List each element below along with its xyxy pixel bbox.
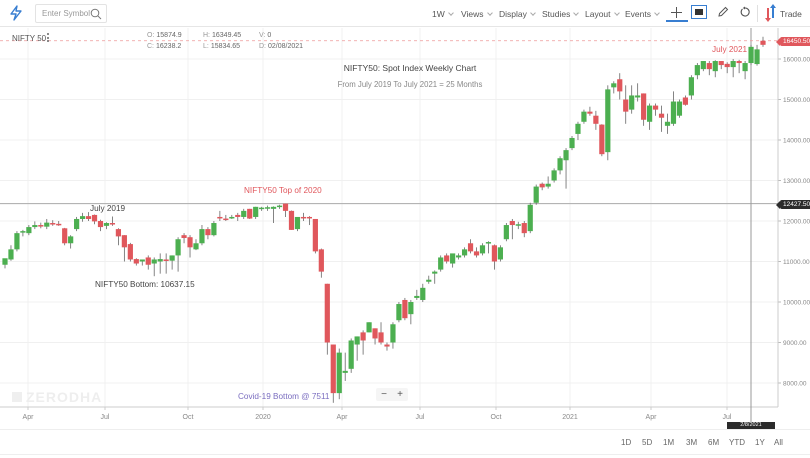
chevron-down-icon	[654, 10, 660, 16]
search-placeholder: Enter Symbol	[42, 9, 91, 18]
menu-label: Views	[461, 9, 484, 19]
chart-title: NIFTY50: Spot Index Weekly Chart	[343, 63, 477, 73]
display-menu[interactable]: Display	[499, 9, 536, 19]
zoom-out-button[interactable]: −	[381, 389, 387, 400]
lightning-logo-icon[interactable]	[8, 5, 24, 21]
top-toolbar: Enter Symbol 1W Views Display Studies La…	[0, 0, 810, 27]
views-menu[interactable]: Views	[461, 9, 493, 19]
annotation-covid-bottom: Covid-19 Bottom @ 7511	[238, 392, 330, 401]
last-price-badge: 16450.50	[775, 37, 810, 46]
ohlc-date: D: 02/08/2021	[259, 43, 304, 50]
annotation-bottom: NIFTY50 Bottom: 10637.15	[95, 280, 195, 289]
candlestick-chart[interactable]: 8000.00 9000.00 10000.00 11000.00 12000.00 13…	[0, 28, 810, 428]
menu-label: Events	[625, 9, 651, 19]
reset-icon[interactable]	[739, 6, 751, 18]
menu-label: Studies	[542, 9, 571, 19]
ohlc-low: L: 15834.65	[203, 43, 241, 50]
crosshair-icon[interactable]	[666, 4, 688, 22]
menu-label: Layout	[585, 9, 611, 19]
trade-button[interactable]: Trade	[780, 9, 802, 19]
svg-text:Oct: Oct	[183, 414, 194, 421]
symbol-options-icon[interactable]	[47, 33, 50, 42]
chevron-down-icon	[530, 10, 536, 16]
range-1m[interactable]: 1M	[663, 438, 675, 447]
svg-text:8000.00: 8000.00	[783, 381, 807, 388]
zerodha-watermark: ZERODHA	[12, 389, 102, 405]
menu-label: Display	[499, 9, 527, 19]
annotation-top-2020: NIFTY50 Top of 2020	[244, 186, 322, 195]
svg-text:16000.00: 16000.00	[783, 57, 810, 64]
svg-text:13000.00: 13000.00	[783, 178, 810, 185]
ohlc-volume: V: 0	[259, 32, 272, 39]
crosshair-date-badge: 2/8/2021	[727, 422, 775, 429]
svg-text:10000.00: 10000.00	[783, 300, 810, 307]
search-icon[interactable]	[90, 8, 102, 20]
svg-text:2020: 2020	[255, 414, 271, 421]
range-5d[interactable]: 5D	[642, 438, 653, 447]
layout-menu[interactable]: Layout	[585, 9, 620, 19]
svg-text:Oct: Oct	[491, 414, 502, 421]
range-selector-bar: 1D 5D 1M 3M 6M YTD 1Y All	[0, 429, 810, 455]
interval-menu-1w[interactable]: 1W	[432, 9, 454, 19]
crosshair-price-badge: 12427.50	[775, 200, 810, 209]
svg-text:Apr: Apr	[646, 414, 658, 421]
zoom-controls: − +	[376, 388, 408, 401]
studies-menu[interactable]: Studies	[542, 9, 580, 19]
toolbar-divider	[757, 5, 758, 22]
range-3m[interactable]: 3M	[686, 438, 698, 447]
chevron-down-icon	[486, 10, 493, 16]
range-all[interactable]: All	[774, 438, 783, 447]
trade-arrows-icon[interactable]	[764, 4, 776, 22]
range-1d[interactable]: 1D	[621, 438, 632, 447]
chevron-down-icon	[613, 10, 620, 16]
svg-text:Apr: Apr	[337, 414, 349, 421]
svg-text:Apr: Apr	[23, 414, 35, 421]
range-6m[interactable]: 6M	[708, 438, 720, 447]
svg-text:14000.00: 14000.00	[783, 138, 810, 145]
zerodha-logo-icon	[12, 392, 22, 402]
ohlc-open: O: 15874.9	[147, 32, 182, 39]
ohlc-high: H: 16349.45	[203, 32, 242, 39]
zoom-in-button[interactable]: +	[397, 389, 403, 400]
annotation-july-2021: July 2021	[712, 45, 748, 54]
chevron-down-icon	[447, 10, 454, 16]
symbol-label: NIFTY 50	[12, 34, 47, 43]
tooltip-icon[interactable]	[691, 5, 707, 19]
svg-text:2021: 2021	[562, 414, 578, 421]
svg-text:Jul: Jul	[416, 414, 425, 421]
pencil-icon[interactable]	[717, 6, 729, 18]
chart-subtitle: From July 2019 To July 2021 = 25 Months	[337, 80, 483, 89]
svg-text:Jul: Jul	[723, 414, 732, 421]
menu-label: 1W	[432, 9, 445, 19]
svg-text:12000.00: 12000.00	[783, 219, 810, 226]
svg-text:9000.00: 9000.00	[783, 340, 807, 347]
symbol-search-input[interactable]: Enter Symbol	[35, 4, 107, 23]
svg-text:11000.00: 11000.00	[783, 259, 810, 266]
range-1y[interactable]: 1Y	[755, 438, 765, 447]
events-menu[interactable]: Events	[625, 9, 660, 19]
svg-text:15000.00: 15000.00	[783, 97, 810, 104]
range-ytd[interactable]: YTD	[729, 438, 745, 447]
ohlc-close: C: 16238.2	[147, 43, 182, 50]
svg-text:Jul: Jul	[101, 414, 110, 421]
chevron-down-icon	[573, 10, 580, 16]
annotation-july-2019: July 2019	[90, 204, 126, 213]
